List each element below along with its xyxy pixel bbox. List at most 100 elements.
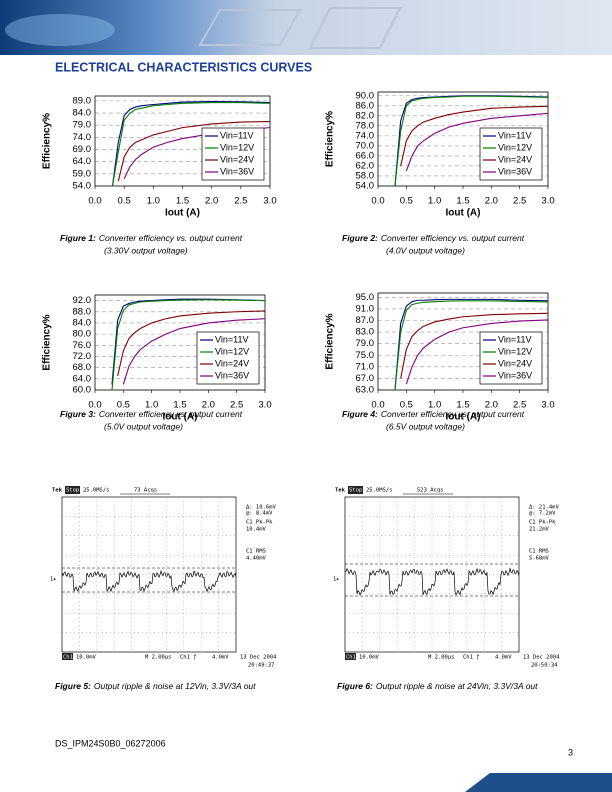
scope-date: 13 Dec 2004: [523, 655, 560, 661]
header-ornament: [198, 7, 402, 49]
legend-label: Vin=11V: [498, 130, 531, 140]
efficiency-chart: 60.064.068.072.076.080.084.088.092.0 0.0 0…: [42, 294, 272, 423]
scope-scale: 10.0mV: [76, 655, 97, 661]
figure-text: Converter efficiency vs. output current: [99, 409, 243, 419]
x-axis-label: Iout (A): [446, 412, 481, 423]
legend-label: Vin=36V: [498, 370, 532, 380]
legend-label: Vin=24V: [220, 154, 254, 164]
figure-label: Figure 2:: [342, 233, 378, 243]
x-tick-label: 3.0: [541, 400, 554, 411]
legend-label: Vin=36V: [220, 166, 254, 176]
scope-readout: C1 RMS: [529, 549, 549, 555]
y-tick-label: 74.0: [356, 130, 375, 141]
scope-acqs: 73 Acqs: [134, 488, 157, 494]
scope-clock: 20:49:37: [248, 663, 275, 669]
x-tick-label: 1.0: [145, 400, 158, 411]
x-tick-label: 1.5: [456, 196, 469, 207]
x-axis-label: Iout (A): [163, 412, 198, 423]
y-tick-label: 54.0: [356, 181, 375, 192]
series-line: [405, 319, 548, 385]
series-line: [400, 312, 548, 379]
scope-channel: Ch1: [63, 655, 73, 661]
series-line: [111, 101, 270, 186]
y-tick-label: 76.0: [73, 340, 92, 351]
y-tick-label: 78.0: [356, 120, 375, 131]
y-tick-label: 87.0: [356, 315, 375, 326]
x-axis-label: Iout (A): [446, 208, 481, 219]
figure-text: Output ripple & noise at 12Vin, 3.3V/3A …: [94, 681, 256, 691]
legend-label: Vin=11V: [220, 130, 253, 140]
scope-capture: Tek Stop 25.0MS/s 523 Acqs 1▸ Δ: 21.4mV@: 7.2…: [333, 486, 560, 669]
y-tick-label: 70.0: [356, 140, 375, 151]
figure-caption: Figure 5: Output ripple & noise at 12Vin,…: [55, 681, 256, 691]
y-tick-label: 63.0: [356, 385, 375, 396]
scope-readout: C1 Pk-Pk: [246, 520, 273, 526]
series-line: [111, 102, 270, 186]
y-tick-label: 67.0: [356, 373, 375, 384]
scope-date: 13 Dec 2004: [240, 655, 277, 661]
scope-state: Stop: [66, 488, 79, 494]
scope-screen: [61, 496, 237, 653]
x-tick-label: 2.0: [485, 400, 498, 411]
series-line: [117, 310, 265, 377]
page-number: 3: [568, 747, 573, 757]
scope-readout: C1 RMS: [246, 549, 266, 555]
scope-readout: Δ: 21.4mV: [529, 505, 559, 511]
scope-trace: [344, 567, 520, 596]
x-tick-label: 2.5: [230, 400, 243, 411]
scope-marker: 1▸: [333, 577, 340, 583]
x-tick-label: 2.0: [202, 400, 215, 411]
scope-time: M 2.00μs: [145, 655, 172, 661]
scope-time: M 2.00μs: [428, 655, 455, 661]
scope-state-bg: [348, 486, 363, 494]
scope-trigger-level: 4.0mV: [495, 655, 512, 661]
plot-frame: [377, 292, 549, 391]
doc-id: DS_IPM24S0B0_06272006: [55, 738, 166, 748]
scope-readout: Δ: 10.6mV: [246, 505, 276, 511]
figure-note: (3.30V output voltage): [104, 245, 188, 255]
scope-readout: @: 8.4mV: [246, 511, 273, 517]
y-tick-label: 68.0: [73, 362, 92, 373]
y-tick-label: 84.0: [73, 108, 92, 119]
scope-trigger: Ch1 ƒ: [180, 655, 197, 661]
series-line: [117, 120, 270, 182]
legend-box: [201, 127, 265, 181]
series-line: [394, 298, 548, 390]
y-tick-label: 59.0: [73, 168, 92, 179]
series-line: [400, 105, 548, 167]
scope-rate: 25.0MS/s: [366, 488, 393, 494]
series-line: [405, 112, 548, 172]
series-line: [122, 318, 265, 385]
y-tick-label: 95.0: [356, 292, 375, 303]
header-banner: [0, 0, 612, 55]
scope-marker: 1▸: [50, 577, 57, 583]
scope-trace: [61, 569, 237, 593]
figure-note: (6.5V output voltage): [386, 421, 465, 431]
y-tick-label: 90.0: [356, 90, 375, 101]
y-tick-label: 89.0: [73, 95, 92, 106]
section-title: ELECTRICAL CHARACTERISTICS CURVES: [55, 60, 312, 74]
scope-readout: 10.4mV: [246, 527, 267, 533]
x-tick-label: 2.5: [234, 196, 247, 207]
x-tick-label: 1.5: [456, 400, 469, 411]
y-tick-label: 79.0: [356, 338, 375, 349]
header-glow: [5, 14, 115, 46]
scope-channel-bg: [62, 653, 73, 660]
scope-state: Stop: [349, 488, 362, 494]
y-tick-label: 74.0: [73, 132, 92, 143]
scope-brand: Tek: [52, 488, 63, 494]
y-tick-label: 80.0: [73, 329, 92, 340]
x-tick-label: 1.0: [428, 196, 441, 207]
x-tick-label: 1.0: [428, 400, 441, 411]
footer-bar: [465, 773, 612, 792]
figure-text: Converter efficiency vs. output current: [381, 409, 525, 419]
y-tick-label: 54.0: [73, 181, 92, 192]
y-tick-label: 86.0: [356, 100, 375, 111]
x-tick-label: 0.0: [371, 196, 384, 207]
figure-label: Figure 4:: [342, 409, 378, 419]
legend-label: Vin=36V: [215, 370, 249, 380]
y-axis-label: Efficiency%: [325, 111, 336, 167]
y-tick-label: 60.0: [73, 385, 92, 396]
